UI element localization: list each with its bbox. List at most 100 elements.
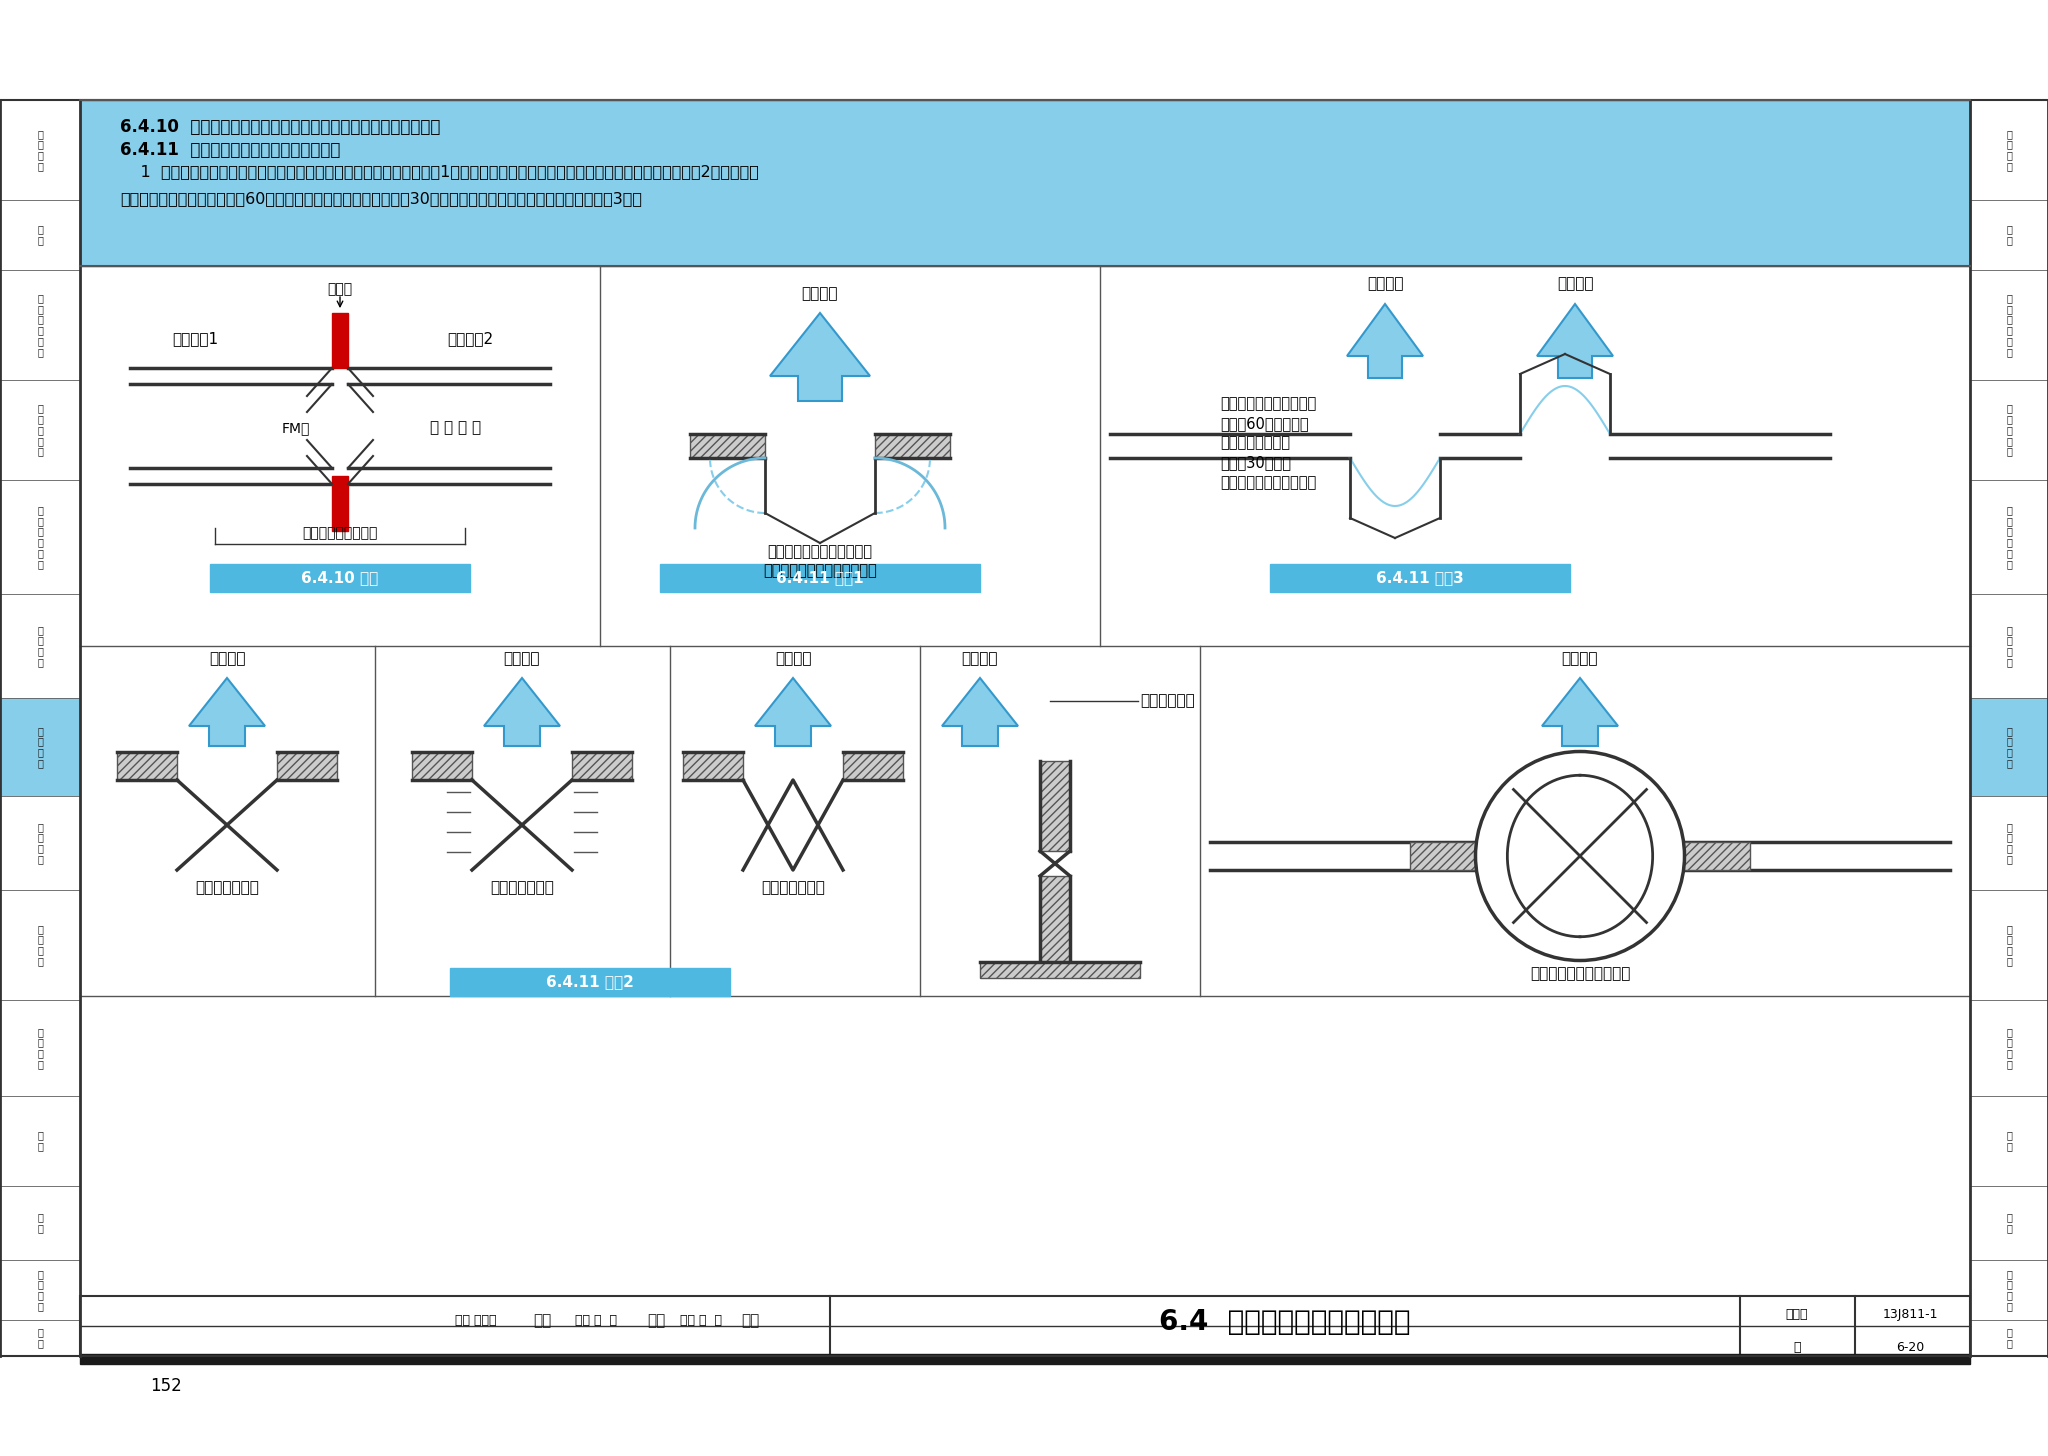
Text: 目
录: 目 录 xyxy=(2007,224,2011,246)
Text: 疏散方向: 疏散方向 xyxy=(209,651,246,665)
Text: 152: 152 xyxy=(150,1377,182,1395)
Polygon shape xyxy=(942,678,1018,745)
Text: 6.4.11 图示2: 6.4.11 图示2 xyxy=(547,974,635,990)
Text: 6.4.11 图示3: 6.4.11 图示3 xyxy=(1376,571,1464,585)
Bar xyxy=(1970,890,2048,1000)
Bar xyxy=(0,1259,80,1321)
Bar xyxy=(412,751,471,780)
Bar xyxy=(0,199,80,269)
Text: 电
气: 电 气 xyxy=(37,1131,43,1152)
Bar xyxy=(0,1187,80,1259)
Bar xyxy=(1970,1096,2048,1187)
Ellipse shape xyxy=(1475,751,1686,961)
Polygon shape xyxy=(1348,304,1423,379)
Bar xyxy=(0,697,80,796)
Text: 附
录: 附 录 xyxy=(37,1328,43,1348)
Bar xyxy=(80,1354,1970,1364)
Text: 民
用
建
筑: 民 用 建 筑 xyxy=(37,625,43,667)
Text: 编
制
说
明: 编 制 说 明 xyxy=(2007,128,2011,172)
Bar xyxy=(0,796,80,890)
Text: 民
用
建
筑: 民 用 建 筑 xyxy=(2007,625,2011,667)
Bar xyxy=(1409,842,1481,871)
Text: 13J811-1: 13J811-1 xyxy=(1882,1307,1937,1321)
Text: 采用向疏散方向开启的平开门: 采用向疏散方向开启的平开门 xyxy=(764,563,877,578)
Bar xyxy=(0,380,80,480)
Bar xyxy=(332,313,348,368)
Bar xyxy=(0,0,2048,100)
Text: 不应采用推拉门: 不应采用推拉门 xyxy=(195,879,258,895)
Text: 申核 蔡韶昀: 申核 蔡韶昀 xyxy=(455,1313,496,1326)
Text: 疏散方向: 疏散方向 xyxy=(963,651,997,665)
Text: 疏散方向: 疏散方向 xyxy=(774,651,811,665)
Text: 疏散方向: 疏散方向 xyxy=(504,651,541,665)
Text: 不应采用折叠门: 不应采用折叠门 xyxy=(762,879,825,895)
Bar xyxy=(80,100,1970,266)
Text: 乙类生产车间外，人数不超过60人且每樘门的平均疏散人数不超过30人的房间，其疏散门的开启方向不限【图示3】；: 乙类生产车间外，人数不超过60人且每樘门的平均疏散人数不超过30人的房间，其疏散… xyxy=(121,191,641,205)
Bar xyxy=(1970,1321,2048,1356)
Bar xyxy=(1970,380,2048,480)
Text: 疏散方向: 疏散方向 xyxy=(1366,277,1403,291)
Text: 校对 林  菊: 校对 林 菊 xyxy=(575,1313,616,1326)
Bar xyxy=(80,100,1970,266)
Text: 6.4.10  疏散走道在防火分区处应设置常开甲级防火门。【图示】: 6.4.10 疏散走道在防火分区处应设置常开甲级防火门。【图示】 xyxy=(121,118,440,135)
Text: 疏散方向: 疏散方向 xyxy=(1556,277,1593,291)
Bar xyxy=(1970,594,2048,697)
Text: 交
通
隧
道: 交 通 隧 道 xyxy=(37,1268,43,1312)
Text: 林菊: 林菊 xyxy=(647,1313,666,1328)
Bar xyxy=(571,751,633,780)
Bar xyxy=(1970,100,2048,199)
Bar xyxy=(80,1296,1970,1356)
Bar xyxy=(1970,697,2048,796)
Bar xyxy=(1040,877,1069,965)
Bar xyxy=(1970,199,2048,269)
Text: 疏散方向: 疏散方向 xyxy=(1563,651,1597,665)
Bar xyxy=(682,751,743,780)
Text: 目
录: 目 录 xyxy=(37,224,43,246)
Text: 蔡州: 蔡州 xyxy=(532,1313,551,1328)
Text: 防火分区1: 防火分区1 xyxy=(172,331,217,347)
Text: 厂
房
和
仓
库: 厂 房 和 仓 库 xyxy=(37,403,43,457)
Text: 供
暖
通
风: 供 暖 通 风 xyxy=(2007,1026,2011,1069)
Text: 厂
房
和
仓
库: 厂 房 和 仓 库 xyxy=(2007,403,2011,457)
Bar xyxy=(276,751,338,780)
Text: 疏 散 走 道: 疏 散 走 道 xyxy=(430,421,481,435)
Text: 防火墙: 防火墙 xyxy=(328,282,352,296)
Text: 6.4  疏散楼梯间和疏散楼梯等: 6.4 疏散楼梯间和疏散楼梯等 xyxy=(1159,1307,1411,1337)
Bar xyxy=(1970,480,2048,594)
Bar xyxy=(874,434,950,459)
Text: 甲
乙
丙
类
液
体: 甲 乙 丙 类 液 体 xyxy=(2007,505,2011,569)
Bar xyxy=(0,1321,80,1356)
Text: 消
防
设
施: 消 防 设 施 xyxy=(37,923,43,967)
Text: 灭
火
救
援: 灭 火 救 援 xyxy=(2007,821,2011,865)
Polygon shape xyxy=(483,678,559,745)
Bar xyxy=(690,434,766,459)
Polygon shape xyxy=(188,678,264,745)
Bar xyxy=(332,476,348,531)
Text: 6.4.11  建筑内的疏散门应符合下列规定：: 6.4.11 建筑内的疏散门应符合下列规定： xyxy=(121,141,340,159)
Bar xyxy=(0,269,80,380)
Polygon shape xyxy=(770,313,870,400)
Polygon shape xyxy=(756,678,831,745)
Text: FM甲: FM甲 xyxy=(283,421,309,435)
Text: 6.4.10 图示: 6.4.10 图示 xyxy=(301,571,379,585)
Bar xyxy=(0,100,80,199)
Bar xyxy=(981,962,1141,978)
Text: 曹奕: 曹奕 xyxy=(741,1313,760,1328)
Bar xyxy=(0,1000,80,1096)
Bar xyxy=(117,751,176,780)
Text: 编
制
说
明: 编 制 说 明 xyxy=(37,128,43,172)
Text: 建
筑: 建 筑 xyxy=(2007,1213,2011,1233)
Bar xyxy=(1970,1187,2048,1259)
Bar xyxy=(0,594,80,697)
Text: 页: 页 xyxy=(1794,1341,1800,1354)
Bar xyxy=(659,563,981,593)
Bar xyxy=(211,563,469,593)
Bar xyxy=(1970,796,2048,890)
Polygon shape xyxy=(1542,678,1618,745)
Bar xyxy=(0,480,80,594)
Text: 不应采用吊门: 不应采用吊门 xyxy=(1141,693,1194,709)
Bar xyxy=(1970,1000,2048,1096)
Text: 设置常开甲级防火门: 设置常开甲级防火门 xyxy=(303,526,377,540)
Text: 总
术
符
号
则
语: 总 术 符 号 则 语 xyxy=(37,293,43,357)
Bar xyxy=(0,1096,80,1187)
